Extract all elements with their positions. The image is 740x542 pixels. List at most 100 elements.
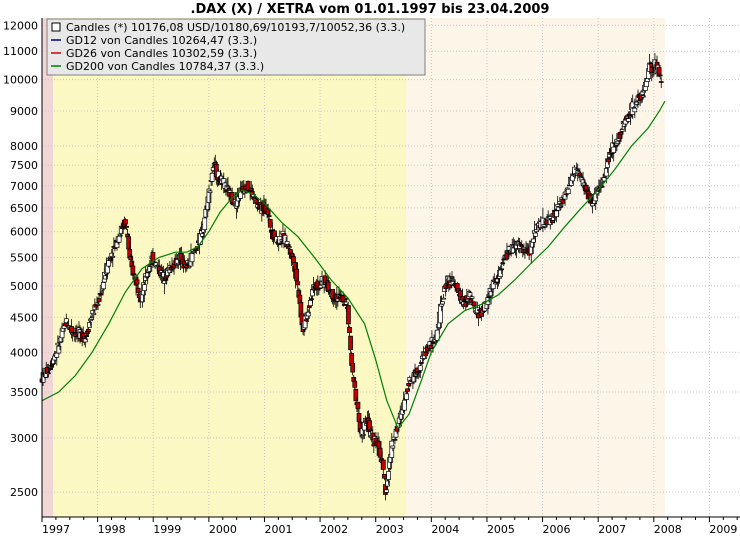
candle-body	[419, 362, 424, 364]
y-tick-label-10000: 10000	[3, 74, 38, 87]
shaded-period-0	[42, 18, 54, 517]
candle-body	[634, 101, 640, 105]
candle-body	[96, 298, 102, 302]
x-tick-label-2003: 2003	[376, 523, 404, 536]
candle-body	[558, 206, 564, 208]
legend-box	[46, 18, 426, 76]
candle-body	[346, 305, 351, 325]
candle-body	[416, 371, 422, 373]
candle-body	[89, 317, 95, 320]
candle-body	[356, 412, 362, 422]
candle-body	[441, 297, 446, 300]
x-tick-label-2005: 2005	[487, 523, 515, 536]
candle-body	[590, 203, 595, 207]
y-tick-label-4000: 4000	[10, 346, 38, 359]
candle-body	[469, 296, 475, 299]
candle-body	[471, 301, 477, 307]
x-tick-label-1998: 1998	[98, 523, 126, 536]
y-tick-label-4500: 4500	[10, 311, 38, 324]
shaded-period-1	[53, 18, 407, 517]
candle-body	[202, 217, 208, 231]
x-tick-label-2008: 2008	[654, 523, 682, 536]
candle-body	[206, 188, 212, 203]
candle-body	[382, 474, 387, 479]
candle-body	[574, 168, 580, 171]
candle-body	[295, 281, 301, 286]
candle-body	[142, 284, 147, 291]
candle-body	[91, 312, 97, 316]
x-tick-label-2001: 2001	[264, 523, 292, 536]
x-tick-label-2006: 2006	[543, 523, 571, 536]
x-tick-label-2007: 2007	[598, 523, 626, 536]
candle-body	[200, 233, 205, 237]
candle-body	[468, 299, 474, 303]
candle-body	[368, 429, 373, 432]
candle-body	[500, 262, 506, 265]
candle-body	[632, 107, 638, 113]
candle-body	[640, 95, 646, 98]
candle-body	[658, 81, 664, 83]
chart-title: .DAX (X) / XETRA vom 01.01.1997 bis 23.0…	[191, 2, 550, 17]
candle-body	[87, 322, 92, 328]
candle-body	[294, 268, 300, 282]
candle-body	[352, 380, 358, 388]
candle-body	[360, 433, 366, 436]
y-tick-label-7000: 7000	[10, 180, 38, 193]
x-tick-label-1999: 1999	[153, 523, 181, 536]
candle-body	[392, 439, 398, 441]
candle-body	[131, 273, 137, 276]
candle-body	[531, 238, 536, 243]
y-tick-label-3000: 3000	[10, 432, 38, 445]
candle-body	[626, 118, 631, 122]
candle-body	[291, 256, 296, 263]
candle-body	[134, 279, 140, 285]
x-tick-label-2004: 2004	[431, 523, 459, 536]
candle-body	[124, 225, 129, 228]
candle-body	[48, 368, 53, 371]
y-tick-label-7500: 7500	[10, 159, 38, 172]
candle-body	[103, 275, 108, 280]
candle-body	[126, 236, 132, 250]
candle-body	[355, 401, 361, 410]
legend-label-0: Candles (*) 10176,08 USD/10180,69/10193,…	[66, 21, 405, 34]
candle-body	[386, 471, 391, 480]
candle-body	[117, 234, 123, 237]
candle-body	[98, 293, 104, 296]
candle-body	[434, 329, 440, 341]
candle-body	[309, 298, 314, 301]
candle-body	[347, 326, 352, 333]
y-tick-label-9000: 9000	[10, 105, 38, 118]
candle-body	[106, 260, 111, 267]
x-tick-label-2002: 2002	[320, 523, 348, 536]
legend-label-3: GD200 von Candles 10784,37 (3.3.)	[66, 60, 264, 73]
candle-body	[533, 232, 538, 237]
candle-body	[128, 256, 134, 261]
candle-body	[519, 245, 525, 248]
candle-body	[384, 489, 389, 493]
candle-body	[488, 291, 494, 297]
candle-body	[619, 129, 625, 132]
x-tick-label-2009: 2009	[709, 523, 737, 536]
candle-body	[86, 329, 91, 333]
candle-body	[350, 363, 356, 373]
candle-body	[189, 252, 195, 263]
candle-body	[209, 172, 215, 182]
candle-body	[521, 246, 527, 250]
candle-body	[385, 480, 390, 487]
candle-body	[342, 297, 348, 301]
candle-body	[353, 388, 359, 402]
y-tick-label-12000: 12000	[3, 19, 38, 32]
y-tick-label-6000: 6000	[10, 226, 38, 239]
candle-body	[499, 268, 505, 271]
candle-body	[390, 445, 396, 449]
candle-body	[147, 266, 153, 272]
candle-body	[404, 393, 409, 400]
candle-body	[305, 311, 311, 317]
legend-marker-candles	[51, 22, 61, 32]
y-tick-label-11000: 11000	[3, 45, 38, 58]
candle-body	[266, 215, 272, 217]
candle-body	[657, 74, 663, 77]
candle-body	[343, 301, 349, 305]
candle-body	[618, 131, 624, 135]
